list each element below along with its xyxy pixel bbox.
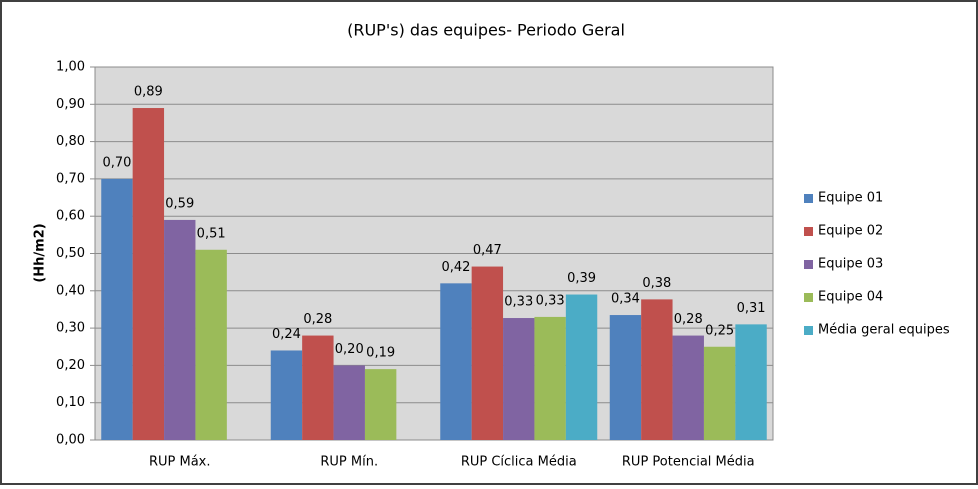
legend-swatch (804, 194, 813, 203)
x-tick-label: RUP Potencial Média (622, 455, 755, 470)
y-tick-label: 0,10 (56, 395, 85, 410)
legend-label: Equipe 03 (818, 257, 883, 272)
value-label: 0,33 (536, 293, 565, 308)
value-label: 0,42 (441, 260, 470, 275)
bar (440, 283, 472, 440)
value-label: 0,70 (102, 155, 131, 170)
bar (164, 219, 196, 440)
bar (270, 350, 303, 440)
value-label: 0,28 (303, 312, 332, 327)
legend-label: Equipe 02 (818, 224, 883, 239)
y-tick-label: 0,30 (56, 321, 85, 336)
value-label: 0,34 (611, 292, 640, 307)
legend-swatch (804, 227, 813, 236)
y-tick-label: 0,70 (56, 171, 85, 186)
bar (364, 369, 397, 440)
value-label: 0,51 (197, 226, 226, 241)
value-label: 0,25 (705, 323, 734, 338)
value-label: 0,59 (165, 196, 194, 211)
legend-label: Equipe 01 (818, 191, 883, 206)
value-label: 0,33 (504, 295, 533, 310)
legend-swatch (804, 326, 813, 335)
value-label: 0,28 (674, 312, 703, 327)
bar (735, 324, 767, 440)
value-label: 0,38 (642, 276, 671, 291)
value-label: 0,47 (473, 243, 502, 258)
y-tick-label: 0,20 (56, 358, 85, 373)
y-axis-title: (Hh/m2) (33, 223, 48, 282)
y-tick-label: 0,00 (56, 433, 85, 448)
value-label: 0,20 (335, 342, 364, 357)
x-tick-label: RUP Mín. (320, 455, 378, 470)
value-label: 0,19 (366, 346, 395, 361)
chart-title: (RUP's) das equipes- Periodo Geral (347, 21, 625, 40)
legend-swatch (804, 260, 813, 269)
legend-label: Média geral equipes (818, 323, 950, 338)
bar (703, 346, 736, 440)
y-tick-label: 0,80 (56, 134, 85, 149)
value-label: 0,24 (272, 327, 301, 342)
bar (641, 299, 673, 440)
value-label: 0,39 (567, 271, 596, 286)
x-tick-label: RUP Máx. (149, 455, 211, 470)
bar (672, 335, 704, 440)
y-tick-label: 0,60 (56, 209, 85, 224)
bar (333, 365, 365, 440)
bar (471, 266, 504, 440)
bar (101, 178, 133, 440)
legend-swatch (804, 293, 813, 302)
y-tick-label: 0,50 (56, 246, 85, 261)
value-label: 0,31 (737, 301, 766, 316)
value-label: 0,89 (134, 85, 163, 100)
bar (565, 294, 598, 440)
bar (534, 316, 566, 440)
bar (302, 335, 334, 440)
legend-label: Equipe 04 (818, 290, 883, 305)
bar (132, 108, 165, 440)
y-tick-label: 0,40 (56, 283, 85, 298)
bar (503, 318, 535, 440)
y-tick-label: 0,90 (56, 97, 85, 112)
bar (609, 315, 642, 440)
x-tick-label: RUP Cíclica Média (461, 455, 577, 470)
bar (195, 249, 227, 440)
y-tick-label: 1,00 (56, 60, 85, 75)
